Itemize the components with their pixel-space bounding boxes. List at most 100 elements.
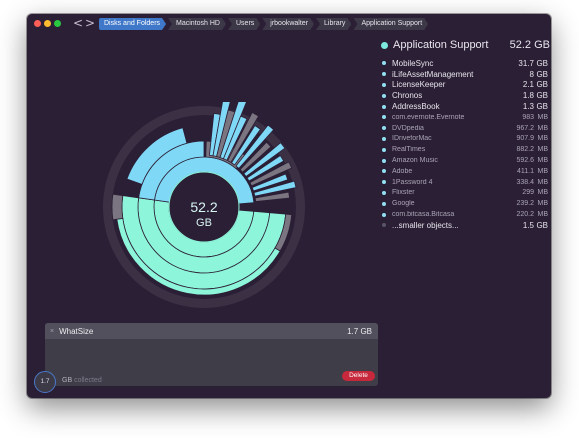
- list-item-smaller-objects[interactable]: ...smaller objects... 1.5 GB: [380, 220, 550, 231]
- bullet-dot-icon: [382, 212, 386, 217]
- list-item[interactable]: com.bitcasa.Bitcasa 220.2 MB: [380, 209, 550, 220]
- collected-item-row[interactable]: × WhatSize 1.7 GB: [45, 323, 378, 339]
- list-item[interactable]: RealTimes 882.2 MB: [380, 144, 550, 155]
- list-item-name: Chronos: [392, 91, 423, 101]
- list-item[interactable]: iLifeAssetManagement 8 GB: [380, 69, 550, 80]
- list-item[interactable]: com.evernote.Evernote 983 MB: [380, 112, 550, 123]
- zoom-window-button[interactable]: [54, 20, 61, 27]
- list-item-name: MobileSync: [392, 58, 434, 68]
- breadcrumb-item-user-folder[interactable]: jrbookwalter: [262, 18, 314, 30]
- sunburst-spike-segment[interactable]: [235, 124, 275, 169]
- list-item[interactable]: Chronos 1.8 GB: [380, 90, 550, 101]
- list-item-size: 1.3: [522, 102, 534, 112]
- collection-box[interactable]: × WhatSize 1.7 GB Delete: [45, 323, 378, 386]
- chevron-right-icon[interactable]: >: [85, 16, 96, 30]
- close-window-button[interactable]: [34, 20, 41, 27]
- size-list-panel: Application Support 52.2 GB MobileSync 31…: [380, 36, 550, 231]
- list-item-unit: GB: [536, 220, 548, 230]
- list-item-unit: GB: [536, 69, 548, 79]
- sunburst-spike-segment[interactable]: [253, 180, 297, 197]
- list-item[interactable]: Adobe 411.1 MB: [380, 166, 550, 177]
- list-item-size: 299: [522, 189, 534, 197]
- list-item-size: 907.9: [516, 135, 534, 143]
- collected-label: collected: [74, 377, 102, 384]
- list-item[interactable]: LicenseKeeper 2.1 GB: [380, 80, 550, 91]
- breadcrumb-item-library[interactable]: Library: [316, 18, 351, 30]
- list-item-name: com.evernote.Evernote: [392, 113, 465, 121]
- list-item[interactable]: AddressBook 1.3 GB: [380, 101, 550, 112]
- sunburst-spike-segment[interactable]: [251, 173, 289, 192]
- app-window: < > Disks and Folders Macintosh HD Users…: [27, 14, 551, 398]
- bullet-dot-icon: [382, 223, 386, 228]
- sunburst-spike-segment[interactable]: [246, 154, 285, 182]
- sunburst-segment-gray-3[interactable]: [111, 193, 124, 221]
- titlebar: < > Disks and Folders Macintosh HD Users…: [27, 14, 551, 34]
- sunburst-spike-segment[interactable]: [227, 112, 260, 163]
- minimize-window-button[interactable]: [44, 20, 51, 27]
- panel-total-size: 52.2 GB: [509, 39, 550, 51]
- folder-color-dot-icon: [381, 41, 388, 49]
- bullet-dot-icon: [382, 93, 386, 98]
- sunburst-spike-segment[interactable]: [222, 115, 248, 161]
- sunburst-spike-segment[interactable]: [239, 141, 272, 173]
- delete-button[interactable]: Delete: [342, 371, 375, 381]
- chevron-left-icon[interactable]: <: [73, 16, 84, 30]
- list-item-name: Adobe: [392, 167, 413, 175]
- bullet-dot-icon: [382, 61, 386, 66]
- list-item-name: ...smaller objects...: [392, 220, 459, 230]
- list-item[interactable]: Amazon Music 592.6 MB: [380, 155, 550, 166]
- disk-usage-sunburst[interactable]: 52.2 GB: [99, 102, 309, 312]
- close-icon[interactable]: ×: [50, 327, 55, 335]
- list-item-name: iLifeAssetManagement: [392, 69, 474, 79]
- sunburst-spike-segment[interactable]: [243, 142, 286, 177]
- list-item-name: DVDpedia: [392, 124, 424, 132]
- list-item-size: 1.5: [522, 220, 534, 230]
- list-item-unit: MB: [537, 113, 549, 121]
- sunburst-spike-segment[interactable]: [254, 191, 290, 203]
- bullet-dot-icon: [382, 136, 386, 141]
- center-total-value: 52.2: [190, 199, 217, 215]
- panel-title: Application Support: [393, 39, 489, 51]
- list-item[interactable]: MobileSync 31.7 GB: [380, 58, 550, 69]
- list-item-unit: GB: [536, 102, 548, 112]
- breadcrumb: Disks and Folders Macintosh HD Users jrb…: [99, 18, 430, 30]
- list-item-size: 983: [522, 113, 534, 121]
- list-item-size: 967.2: [516, 124, 534, 132]
- list-item[interactable]: IDriveforMac 907.9 MB: [380, 134, 550, 145]
- collected-item-size: 1.7 GB: [347, 326, 372, 336]
- list-item-name: RealTimes: [392, 146, 426, 154]
- bullet-dot-icon: [382, 115, 386, 120]
- list-item[interactable]: Google 239.2 MB: [380, 198, 550, 209]
- bullet-dot-icon: [382, 169, 386, 174]
- bullet-dot-icon: [382, 147, 386, 152]
- list-item-size: 1.8: [522, 91, 534, 101]
- bullet-dot-icon: [382, 72, 386, 77]
- sunburst-spike-segment[interactable]: [231, 125, 261, 166]
- list-item-unit: GB: [536, 91, 548, 101]
- list-item-unit: GB: [536, 58, 548, 68]
- list-item-size: 411.1: [517, 167, 534, 175]
- center-total-unit: GB: [196, 217, 212, 229]
- list-item-size: 31.7: [518, 58, 534, 68]
- list-item[interactable]: Flixster 299 MB: [380, 188, 550, 199]
- sunburst-spike-segment[interactable]: [249, 161, 293, 187]
- breadcrumb-item-application-support[interactable]: Application Support: [353, 18, 428, 30]
- list-item[interactable]: DVDpedia 967.2 MB: [380, 123, 550, 134]
- breadcrumb-item-users[interactable]: Users: [228, 18, 260, 30]
- bullet-dot-icon: [382, 126, 386, 131]
- breadcrumb-item-disks-and-folders[interactable]: Disks and Folders: [99, 18, 166, 30]
- list-item-size: 882.2: [516, 146, 534, 154]
- list-item[interactable]: 1Password 4 338.4 MB: [380, 177, 550, 188]
- sunburst-segment-gray[interactable]: [274, 213, 293, 252]
- list-item-unit: MB: [537, 157, 549, 165]
- list-item-unit: MB: [537, 124, 549, 132]
- list-item-name: IDriveforMac: [392, 135, 432, 143]
- breadcrumb-item-macintosh-hd[interactable]: Macintosh HD: [168, 18, 226, 30]
- list-item-name: Google: [392, 200, 415, 208]
- bullet-dot-icon: [382, 104, 386, 109]
- list-item-unit: MB: [537, 200, 549, 208]
- sunburst-segment-upper-3[interactable]: [126, 127, 188, 185]
- list-item-size: 239.2: [516, 200, 534, 208]
- sunburst-center[interactable]: [168, 171, 240, 243]
- collected-size-badge: 1.7: [34, 371, 56, 393]
